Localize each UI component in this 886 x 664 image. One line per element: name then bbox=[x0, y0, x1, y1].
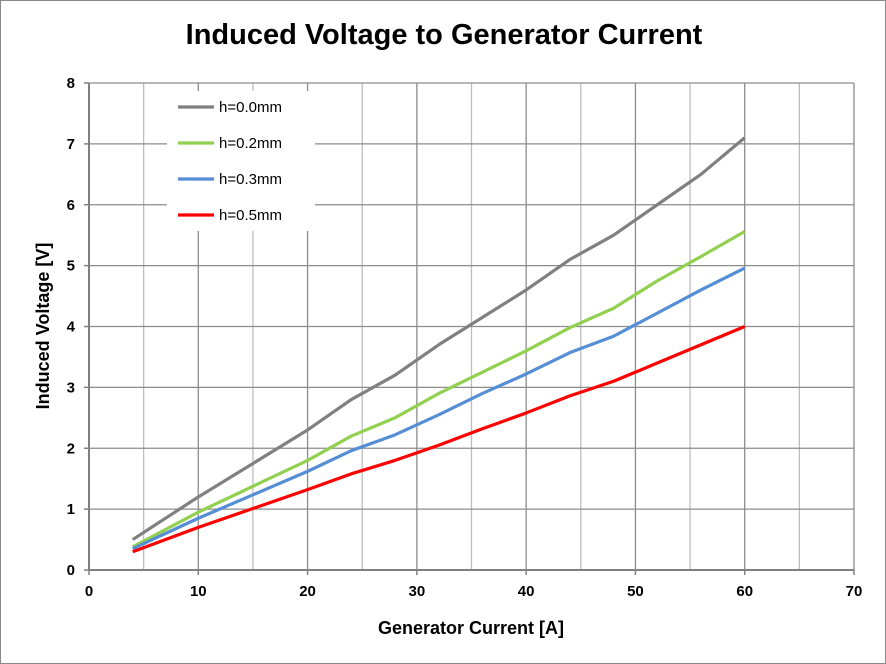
x-tick-label: 20 bbox=[299, 583, 316, 600]
chart-title: Induced Voltage to Generator Current bbox=[185, 19, 703, 51]
legend-label: h=0.3mm bbox=[219, 171, 282, 188]
y-tick-label: 3 bbox=[67, 379, 75, 396]
x-tick-label: 70 bbox=[846, 583, 863, 600]
y-tick-label: 7 bbox=[67, 136, 75, 153]
x-axis-label: Generator Current [A] bbox=[378, 618, 564, 638]
y-tick-label: 6 bbox=[67, 197, 75, 214]
series-line-h=0.2mm bbox=[131, 230, 746, 549]
series-line-h=0.0mm bbox=[131, 136, 746, 541]
x-tick-label: 40 bbox=[518, 583, 535, 600]
y-axis-label: Induced Voltage [V] bbox=[33, 243, 53, 410]
x-tick-label: 10 bbox=[190, 583, 207, 600]
x-tick-label: 30 bbox=[409, 583, 426, 600]
series-line-h=0.5mm bbox=[132, 325, 746, 554]
y-tick-label: 5 bbox=[67, 258, 75, 275]
y-tick-label: 0 bbox=[67, 562, 75, 579]
x-tick-label: 50 bbox=[627, 583, 644, 600]
legend: h=0.0mm h=0.2mm h=0.3mm h=0.5mm bbox=[167, 91, 315, 231]
series-line-h=0.3mm bbox=[132, 266, 746, 551]
y-tick-label: 8 bbox=[67, 75, 75, 92]
y-tick-label: 2 bbox=[67, 440, 75, 457]
legend-label: h=0.2mm bbox=[219, 135, 282, 152]
legend-label: h=0.5mm bbox=[219, 207, 282, 224]
x-tick-label: 60 bbox=[736, 583, 753, 600]
legend-label: h=0.0mm bbox=[219, 99, 282, 116]
x-tick-label: 0 bbox=[85, 583, 93, 600]
y-tick-label: 4 bbox=[67, 319, 76, 336]
y-tick-label: 1 bbox=[67, 501, 75, 518]
legend-box bbox=[167, 91, 315, 231]
